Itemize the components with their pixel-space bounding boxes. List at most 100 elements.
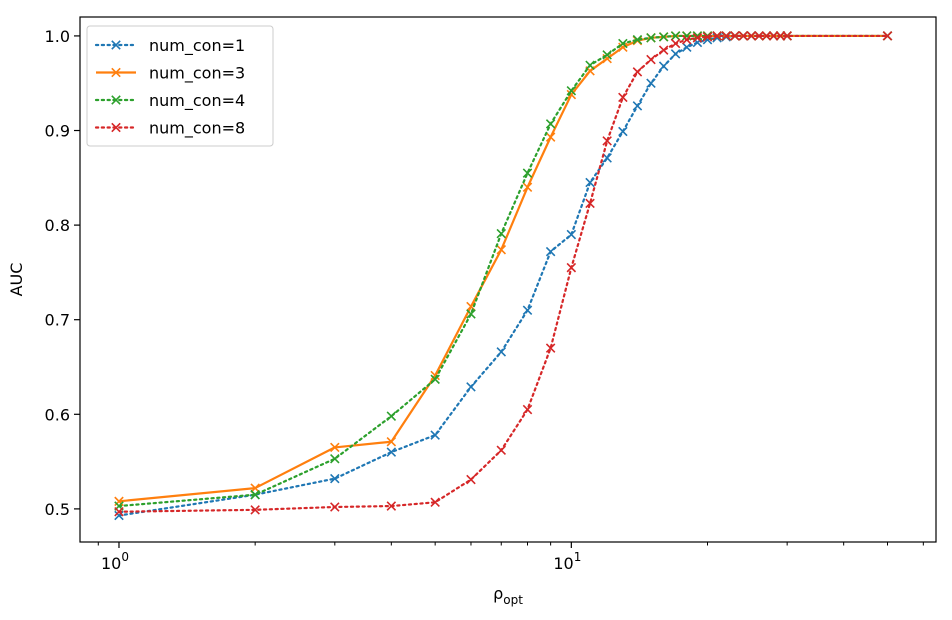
legend-entry: num_con=1 (94, 36, 245, 56)
data-point (585, 198, 595, 209)
data-point (522, 182, 533, 193)
data-point (618, 38, 628, 49)
data-point (430, 497, 440, 508)
data-point (670, 38, 681, 49)
y-tick-label: 1.0 (45, 27, 70, 46)
data-point (682, 34, 692, 45)
data-point (496, 244, 507, 255)
legend-label: num_con=8 (149, 119, 245, 139)
data-point (646, 78, 656, 88)
data-point (632, 101, 643, 111)
data-point (746, 31, 757, 41)
series-num_con=8 (114, 31, 893, 517)
data-point (466, 382, 476, 392)
data-point (721, 31, 731, 41)
legend-entry: num_con=8 (94, 119, 245, 139)
data-point (585, 177, 595, 188)
x-axis-label: ρopt (493, 584, 523, 607)
data-point (496, 445, 507, 456)
legend-marker-swatch (111, 40, 121, 50)
legend-marker-swatch (111, 122, 121, 133)
series-layer (114, 31, 893, 521)
data-point (618, 42, 628, 53)
y-axis-label: AUC (7, 263, 26, 297)
data-point (386, 501, 397, 511)
data-point (618, 126, 628, 137)
data-point (670, 49, 681, 59)
data-point (496, 228, 507, 239)
y-tick-label: 0.8 (45, 216, 70, 235)
legend-items: num_con=1 num_con=3 num_con=4 num_con=8 (94, 36, 245, 139)
data-point (730, 31, 740, 41)
legend-entry: num_con=3 (96, 64, 245, 84)
data-point (114, 510, 124, 521)
data-point (646, 54, 656, 65)
data-point (114, 506, 124, 517)
data-point (761, 31, 772, 41)
data-point (658, 32, 669, 42)
data-point (496, 347, 507, 357)
data-point (466, 309, 476, 319)
data-point (768, 31, 779, 41)
data-point (330, 453, 340, 464)
data-point (566, 262, 577, 273)
legend-label: num_con=4 (149, 91, 245, 111)
ticks-layer: 0.5 0.6 0.7 0.8 0.9 1.0 100 101 (45, 27, 924, 573)
data-point (566, 229, 577, 240)
y-tick-label: 0.6 (45, 405, 70, 424)
data-point (386, 447, 397, 457)
data-point (882, 31, 893, 41)
legend-label: num_con=3 (149, 64, 245, 84)
legend-label: num_con=1 (149, 36, 245, 56)
data-point (330, 473, 340, 484)
y-tick-label: 0.5 (45, 500, 70, 519)
data-point (566, 86, 577, 96)
data-point (682, 31, 692, 41)
data-point (782, 31, 792, 41)
data-point (658, 45, 669, 55)
legend-marker-swatch (111, 67, 121, 78)
data-point (682, 42, 692, 53)
data-point (602, 50, 612, 60)
x-axis-label-subscript: opt (503, 593, 523, 607)
data-point (522, 168, 533, 178)
data-point (632, 34, 643, 45)
data-point (545, 343, 556, 353)
data-point (330, 502, 340, 512)
data-point (522, 404, 533, 415)
data-point (632, 67, 643, 77)
data-point (566, 89, 577, 100)
data-point (250, 489, 260, 500)
data-point (545, 246, 556, 257)
data-point (466, 474, 476, 485)
data-point (585, 60, 595, 71)
data-point (658, 61, 669, 71)
data-point (754, 31, 764, 41)
data-point (250, 505, 260, 515)
legend-box (86, 25, 274, 147)
data-point (712, 31, 722, 41)
legend-entry: num_con=4 (94, 91, 245, 111)
x-tick-label: 101 (553, 550, 581, 573)
data-point (702, 32, 713, 42)
legend-marker-swatch (111, 95, 121, 105)
data-point (386, 436, 397, 447)
data-point (670, 31, 681, 41)
data-point (738, 31, 749, 41)
x-axis-label-main: ρ (493, 584, 503, 603)
data-point (618, 92, 628, 103)
y-tick-label: 0.7 (45, 311, 70, 330)
data-point (545, 132, 556, 142)
data-point (545, 119, 556, 129)
data-point (430, 430, 440, 440)
plot-frame (79, 16, 937, 543)
data-point (602, 136, 612, 146)
data-point (330, 442, 340, 453)
data-point (692, 33, 703, 43)
x-tick-label: 100 (101, 550, 129, 573)
data-point (522, 305, 533, 316)
data-point (646, 33, 656, 43)
data-point (386, 411, 397, 421)
data-point (430, 374, 440, 385)
